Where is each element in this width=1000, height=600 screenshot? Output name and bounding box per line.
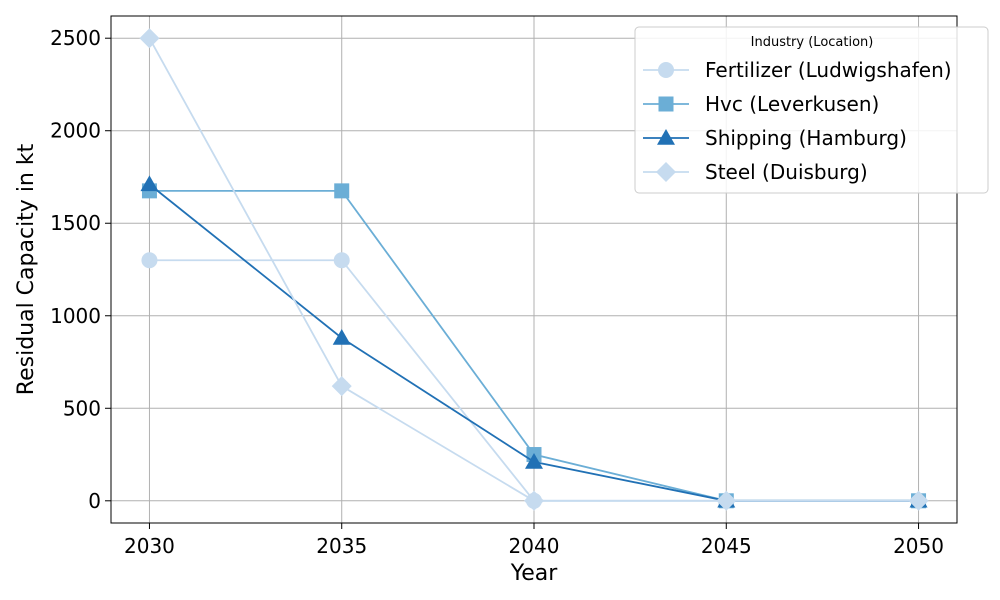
- legend-marker: [657, 129, 675, 145]
- legend-marker: [658, 96, 674, 112]
- data-point: [525, 452, 543, 469]
- legend-label: Shipping (Hamburg): [705, 126, 907, 150]
- y-tick-label: 2500: [50, 26, 101, 50]
- ticks: 2030 2035 2040 2045 2050 0 500 1000 1500 2000 2500: [50, 26, 944, 558]
- series-diamond: [139, 28, 929, 511]
- legend-label: Steel (Duisburg): [705, 160, 868, 184]
- legend-marker: [658, 62, 674, 78]
- x-axis-label: Year: [510, 561, 559, 586]
- y-tick-label: 2000: [50, 119, 101, 143]
- legend-entry: Hvc (Leverkusen): [643, 92, 879, 116]
- legend-entries: Fertilizer (Ludwigshafen) Hvc (Leverkusen…: [643, 58, 952, 184]
- legend: Industry (Location) Fertilizer (Ludwigsh…: [634, 26, 989, 194]
- legend-entry: Steel (Duisburg): [643, 160, 868, 184]
- data-point: [140, 175, 159, 192]
- data-point: [332, 328, 351, 345]
- x-tick-label: 2035: [316, 534, 367, 558]
- y-axis-label: Residual Capacity in kt: [14, 143, 39, 395]
- data-point: [908, 490, 929, 511]
- legend-label: Hvc (Leverkusen): [705, 92, 879, 116]
- x-tick-label: 2045: [701, 534, 752, 558]
- series-layer: [139, 28, 929, 511]
- legend-entry: Shipping (Hamburg): [643, 126, 907, 150]
- legend-label: Fertilizer (Ludwigshafen): [705, 58, 952, 82]
- x-tick-label: 2040: [509, 534, 560, 558]
- data-point: [716, 490, 737, 511]
- data-point: [334, 183, 350, 199]
- legend-box: [634, 26, 989, 194]
- data-point: [331, 376, 352, 397]
- y-tick-label: 500: [63, 396, 101, 420]
- legend-entry: Fertilizer (Ludwigshafen): [643, 58, 952, 82]
- y-tick-label: 0: [88, 489, 101, 513]
- y-tick-label: 1000: [50, 304, 101, 328]
- data-point: [333, 252, 350, 269]
- x-tick-label: 2050: [893, 534, 944, 558]
- legend-title: Industry (Location): [751, 35, 874, 50]
- x-tick-label: 2030: [124, 534, 175, 558]
- data-point: [524, 490, 544, 511]
- y-tick-label: 1500: [50, 211, 101, 235]
- data-point: [141, 252, 158, 269]
- data-point: [139, 28, 160, 49]
- legend-marker: [656, 162, 676, 182]
